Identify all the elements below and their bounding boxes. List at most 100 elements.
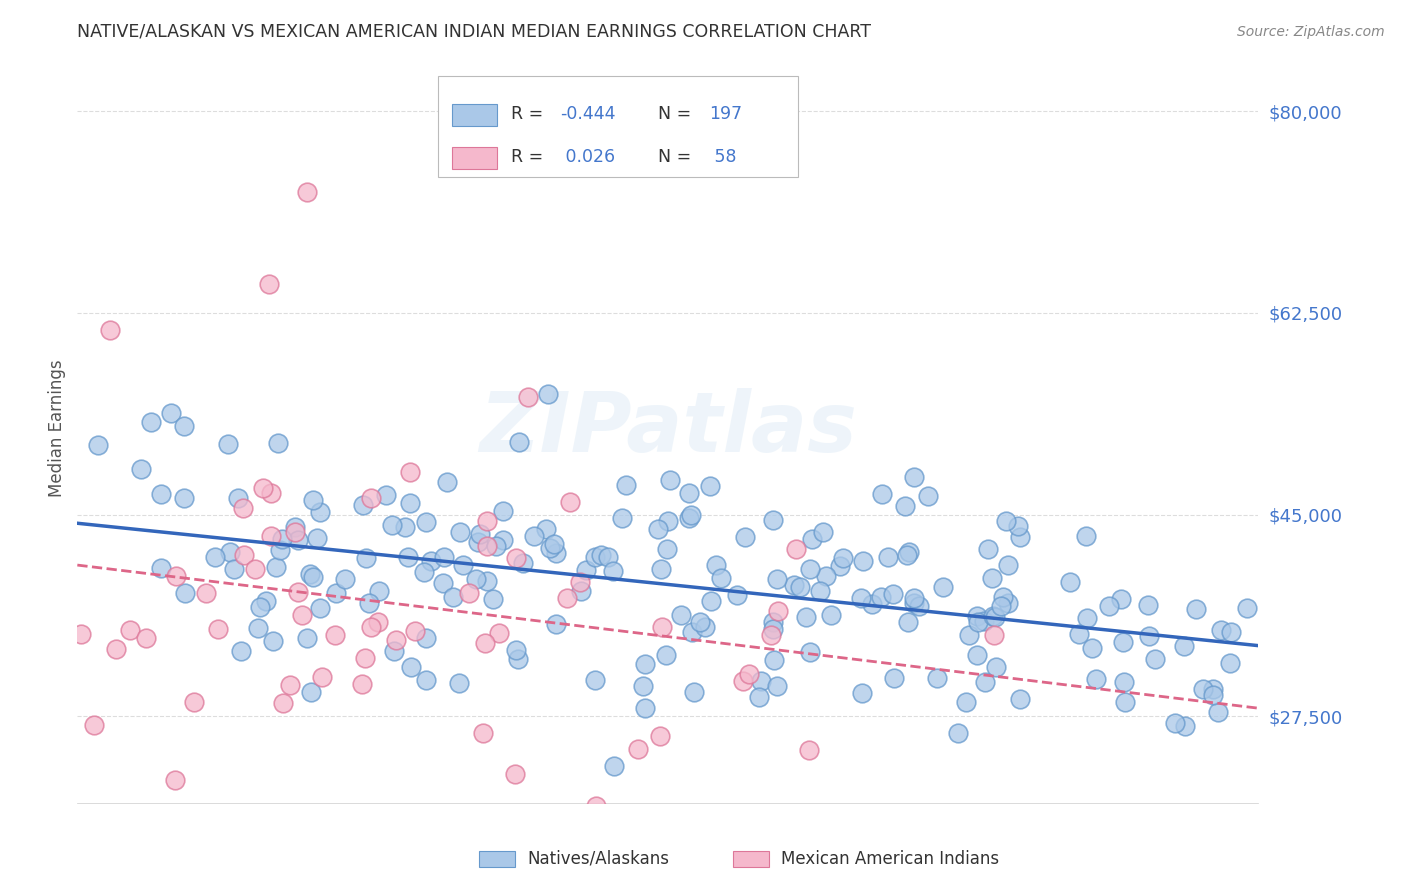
Point bbox=[271, 532, 294, 546]
Point bbox=[305, 531, 328, 545]
Point bbox=[650, 562, 672, 576]
Point bbox=[558, 807, 581, 822]
Point bbox=[731, 673, 754, 688]
Point bbox=[851, 685, 873, 699]
Text: 197: 197 bbox=[709, 105, 742, 123]
Point bbox=[785, 541, 807, 556]
Point bbox=[1202, 682, 1225, 697]
Point bbox=[799, 645, 821, 659]
Point bbox=[631, 680, 654, 694]
Point bbox=[135, 632, 157, 646]
Point bbox=[323, 628, 346, 642]
Point bbox=[917, 490, 939, 504]
Point bbox=[974, 674, 997, 689]
Point bbox=[995, 514, 1018, 528]
Point bbox=[591, 548, 613, 562]
Point bbox=[990, 599, 1012, 613]
Point bbox=[232, 548, 254, 562]
Point bbox=[997, 596, 1019, 610]
Point bbox=[325, 586, 347, 600]
Point bbox=[443, 590, 465, 604]
Point bbox=[830, 558, 852, 573]
Point bbox=[993, 590, 1015, 604]
Point bbox=[1144, 652, 1167, 666]
Point bbox=[903, 591, 925, 605]
Point bbox=[568, 574, 591, 589]
Point bbox=[245, 562, 267, 576]
Point bbox=[647, 522, 669, 536]
Point bbox=[183, 695, 205, 709]
Point bbox=[1220, 624, 1243, 639]
Point bbox=[105, 642, 128, 657]
Point bbox=[354, 551, 377, 566]
Point bbox=[699, 479, 721, 493]
Point bbox=[748, 690, 770, 704]
Point bbox=[598, 550, 620, 565]
Point bbox=[763, 653, 786, 667]
Point bbox=[651, 620, 673, 634]
Point bbox=[681, 625, 703, 640]
Point bbox=[896, 548, 918, 562]
Point bbox=[374, 488, 396, 502]
Point bbox=[165, 569, 187, 583]
Point bbox=[464, 573, 486, 587]
Point bbox=[955, 695, 977, 709]
Point bbox=[482, 592, 505, 607]
Point bbox=[432, 575, 454, 590]
Point bbox=[508, 652, 530, 666]
Point bbox=[360, 491, 382, 506]
Point bbox=[815, 568, 838, 582]
Point bbox=[449, 525, 471, 540]
Point bbox=[457, 586, 479, 600]
Point bbox=[485, 540, 508, 554]
Point bbox=[87, 438, 110, 452]
Point bbox=[226, 491, 249, 505]
Point bbox=[1008, 692, 1031, 706]
Point bbox=[966, 648, 988, 663]
Point bbox=[302, 569, 325, 583]
Point bbox=[650, 729, 672, 743]
Point bbox=[477, 574, 499, 589]
Point bbox=[297, 185, 319, 199]
Point bbox=[700, 593, 723, 607]
Point bbox=[1111, 591, 1133, 606]
Point bbox=[302, 493, 325, 508]
Point bbox=[173, 586, 195, 600]
Point bbox=[766, 679, 789, 693]
Point bbox=[808, 584, 831, 599]
Point bbox=[1236, 601, 1258, 615]
Point bbox=[269, 543, 291, 558]
Point bbox=[98, 323, 121, 337]
Point bbox=[399, 466, 422, 480]
Text: R =: R = bbox=[510, 148, 548, 166]
Point bbox=[602, 564, 624, 578]
Point bbox=[981, 609, 1004, 624]
Y-axis label: Median Earnings: Median Earnings bbox=[48, 359, 66, 497]
Point bbox=[308, 601, 330, 615]
Point bbox=[249, 600, 271, 615]
Point bbox=[352, 676, 374, 690]
Point bbox=[267, 435, 290, 450]
Point bbox=[284, 519, 307, 533]
Point bbox=[831, 550, 853, 565]
Point bbox=[1137, 599, 1160, 613]
Point bbox=[725, 588, 748, 602]
Point bbox=[295, 632, 318, 646]
Point bbox=[734, 530, 756, 544]
Text: ZIPatlas: ZIPatlas bbox=[479, 388, 856, 468]
Point bbox=[278, 678, 301, 692]
Point bbox=[977, 542, 1000, 557]
Point bbox=[897, 615, 920, 629]
Point bbox=[118, 623, 141, 637]
Point bbox=[359, 596, 381, 610]
Point bbox=[1112, 635, 1135, 649]
Point bbox=[634, 700, 657, 714]
Point bbox=[503, 767, 526, 781]
Point bbox=[260, 485, 283, 500]
Point bbox=[394, 520, 416, 534]
Text: N =: N = bbox=[647, 148, 696, 166]
Point bbox=[1114, 675, 1136, 690]
Point bbox=[797, 742, 820, 756]
Point bbox=[966, 609, 988, 624]
Bar bbox=[733, 851, 769, 867]
